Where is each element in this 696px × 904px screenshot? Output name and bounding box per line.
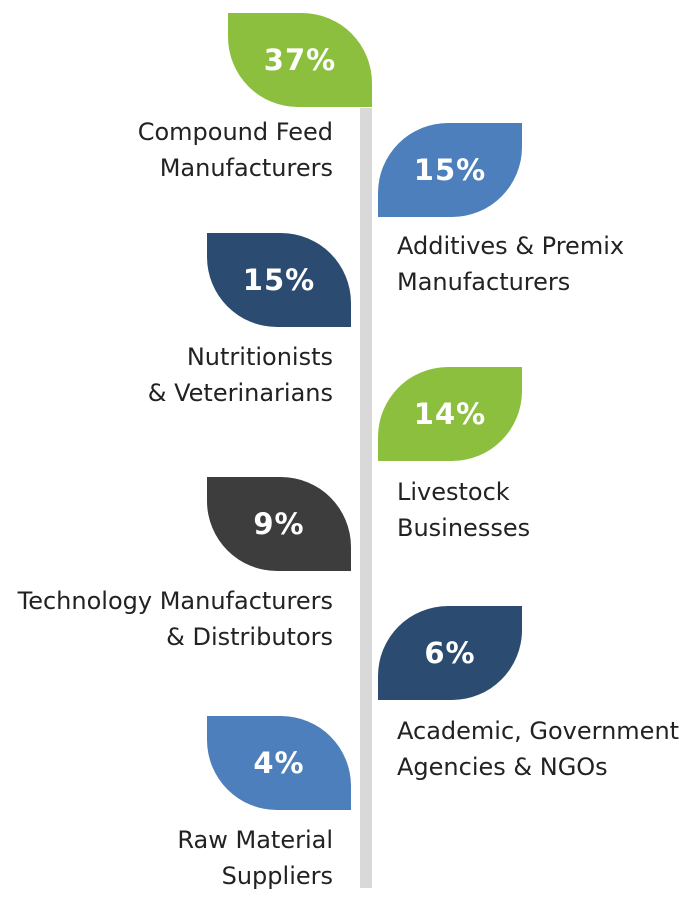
percent-value: 9%: [253, 507, 305, 541]
percent-leaf: 9%: [207, 477, 351, 571]
percent-leaf: 4%: [207, 716, 351, 810]
segment-label: Nutritionists & Veterinarians: [148, 339, 333, 411]
percent-leaf: 37%: [228, 13, 372, 107]
percent-value: 14%: [413, 397, 487, 431]
segment-label-line: Suppliers: [221, 862, 333, 890]
segment-label-line: & Distributors: [166, 623, 333, 651]
segment-label-line: Agencies & NGOs: [397, 753, 608, 781]
segment-label: Additives & Premix Manufacturers: [397, 228, 624, 300]
percent-leaf: 6%: [378, 606, 522, 700]
segment-label: Livestock Businesses: [397, 474, 530, 546]
segment-label-line: Technology Manufacturers: [17, 587, 333, 615]
central-stem: [360, 108, 372, 888]
segment-label-line: Manufacturers: [159, 154, 333, 182]
percent-value: 15%: [413, 153, 487, 187]
segment-label-line: Compound Feed: [137, 118, 333, 146]
percent-value: 15%: [242, 263, 316, 297]
percent-value: 37%: [263, 43, 337, 77]
segment-label-line: Livestock: [397, 478, 510, 506]
segment-label-line: Businesses: [397, 514, 531, 542]
segment-label-line: Additives & Premix: [397, 232, 625, 260]
segment-label: Academic, Government Agencies & NGOs: [397, 713, 679, 785]
percent-value: 4%: [253, 746, 305, 780]
percent-leaf: 14%: [378, 367, 522, 461]
percent-leaf: 15%: [207, 233, 351, 327]
segment-label-line: Raw Material: [177, 826, 333, 854]
segment-label: Compound Feed Manufacturers: [138, 114, 333, 186]
segment-label-line: Nutritionists: [186, 343, 333, 371]
segment-label-line: Academic, Government: [397, 717, 680, 745]
segment-label: Technology Manufacturers & Distributors: [18, 583, 333, 655]
segment-label-line: & Veterinarians: [147, 379, 333, 407]
percent-value: 6%: [424, 636, 476, 670]
percent-leaf: 15%: [378, 123, 522, 217]
segment-label: Raw Material Suppliers: [177, 822, 333, 894]
segment-label-line: Manufacturers: [397, 268, 571, 296]
